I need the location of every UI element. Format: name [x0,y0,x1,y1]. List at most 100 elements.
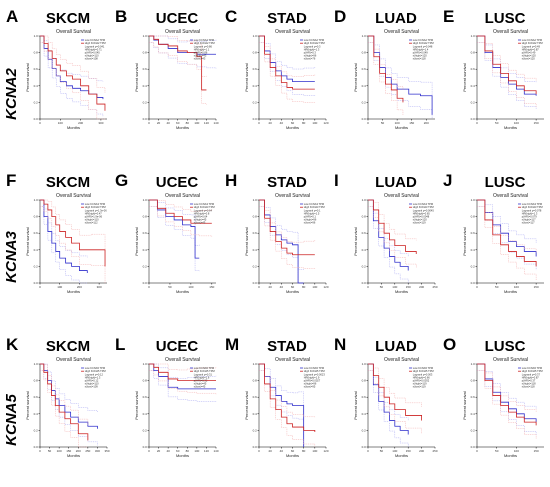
y-tick-label: 0.2 [253,428,258,432]
y-tick-label: 0.2 [143,264,148,268]
stat-line: HR(high)=1.3 [304,47,320,51]
stat-line: n(high)=119 [413,381,427,385]
ci-upper-low [259,35,316,70]
x-tick-label: 250 [432,449,437,453]
km-panel-m: M STAD Overall Survival 0.0 0.2 0.4 0.6 0.8 1.0 0… [225,335,329,458]
x-tick-label: 100 [312,449,317,453]
ci-upper-low [477,199,537,243]
km-panel-i: I LUAD Overall Survival 0.0 0.2 0.4 0.6 0.8 1.0 0… [334,171,438,294]
stat-line: HR(high)=0.8 [194,211,210,215]
cancer-title: UCEC [156,174,199,191]
x-tick-label: 50 [381,121,385,125]
ci-lower-low [259,42,316,97]
y-tick-label: 0.6 [34,395,39,399]
legend-entry: Low KCNA2 TPM [194,38,214,42]
y-tick-label: 0.4 [34,412,39,416]
x-tick-label: 100 [312,285,317,289]
x-tick-label: 100 [395,121,400,125]
y-tick-label: 0.2 [362,100,367,104]
ci-lower-high [40,42,105,120]
stat-line: n(low)=43 [194,56,206,60]
legend-entry: Low KCNA3 TPM [522,202,542,206]
stat-line: n(low)=45 [194,384,206,388]
y-tick-label: 1.0 [253,34,258,38]
x-tick-label: 150 [66,449,71,453]
x-tick-label: 0 [367,449,369,453]
series-line-low [259,35,315,83]
x-tick-label: 0 [476,121,478,125]
x-tick-label: 100 [57,449,62,453]
legend-entry: Low KCNA5 TPM [85,366,105,370]
x-tick-label: 200 [76,449,81,453]
y-tick-label: 1.0 [471,34,476,38]
y-tick-label: 0.0 [362,281,367,285]
stat-line: Logrank p=0.1 [304,208,321,212]
stat-line: HR(high)=1.6 [194,375,210,379]
plot-title: Overall Survival [384,357,419,363]
stat-line: Logrank p=1.3e-06 [85,208,107,212]
panel-letter: B [115,7,127,26]
stat-line: Logrank p=0.048 [413,44,433,48]
y-axis-label: Percent survival [134,63,139,92]
stat-line: HR(high)=1.1 [194,47,210,51]
x-tick-label: 60 [291,121,295,125]
x-tick-label: 100 [194,121,199,125]
km-panel-g: G UCEC Overall Survival 0.0 0.2 0.4 0.6 0.8 1.0 0… [115,171,216,294]
stat-line: n(low)=45 [194,220,206,224]
km-panel-j: J LUSC Overall Survival 0.0 0.2 0.4 0.6 0.8 1.0 0… [443,171,544,294]
legend-entry: Low KCNA2 TPM [522,38,542,42]
y-tick-label: 0.6 [143,231,148,235]
y-tick-label: 0.6 [143,67,148,71]
y-axis-label: Percent survival [134,227,139,256]
cancer-title: SKCM [46,174,90,191]
y-axis-label: Percent survival [25,63,30,92]
stat-line: n(low)=118 [522,384,535,388]
stat-line: n(high)=117 [522,217,536,221]
x-tick-label: 100 [514,121,519,125]
ci-lower-high [477,370,537,440]
cancer-title: UCEC [156,10,199,27]
panel-letter: M [225,335,239,354]
x-tick-label: 60 [176,121,180,125]
y-tick-label: 0.4 [471,84,476,88]
ci-upper-low [40,199,88,258]
ci-lower-high [368,206,417,268]
km-panel-f: F SKCM Overall Survival 0.0 0.2 0.4 0.6 0.8 1.0 0… [6,171,107,294]
stat-line: p(HR)=0.1 [304,214,317,218]
y-tick-label: 1.0 [143,362,148,366]
cancer-title: SKCM [46,10,90,27]
y-tick-label: 0.0 [471,445,476,449]
cancer-title: LUSC [485,10,526,27]
y-tick-label: 1.0 [362,362,367,366]
series-line-high [259,35,315,90]
stat-line: Logrank p=0.31 [194,372,213,376]
ci-lower-high [368,42,404,116]
legend-entry: Low KCNA5 TPM [413,366,433,370]
x-tick-label: 250 [85,449,90,453]
legend-entry: High KCNA3 TPM [85,205,106,209]
y-tick-label: 0.4 [143,84,148,88]
x-tick-label: 150 [534,285,539,289]
legend-entry: Low KCNA5 TPM [522,366,542,370]
stat-line: Logrank p=0.3 [304,44,321,48]
x-axis-label: Months [504,125,517,130]
plot-title: Overall Survival [275,193,310,199]
legend-entry: High KCNA5 TPM [85,369,106,373]
x-tick-label: 0 [367,285,369,289]
series-line-low [477,199,537,257]
series-line-low [40,199,88,274]
y-tick-label: 0.6 [143,395,148,399]
x-tick-label: 40 [166,449,170,453]
x-tick-label: 100 [194,449,199,453]
ci-upper-high [149,199,213,212]
stat-line: p(HR)=0.12 [85,378,99,382]
y-tick-label: 0.0 [253,281,258,285]
series-line-high [40,199,106,267]
stat-line: n(high)=110 [85,217,99,221]
panel-letter: L [115,335,125,354]
stat-line: Logrank p=0.0023 [304,372,326,376]
ci-upper-high [40,363,89,425]
legend-entry: High KCNA3 TPM [413,205,434,209]
y-tick-label: 0.0 [34,281,39,285]
x-tick-label: 300 [95,449,100,453]
